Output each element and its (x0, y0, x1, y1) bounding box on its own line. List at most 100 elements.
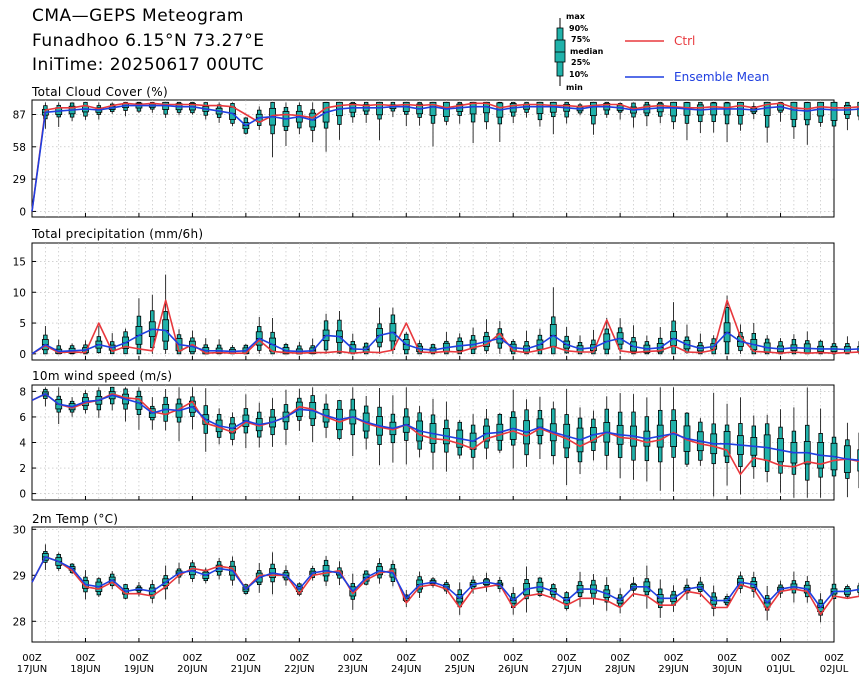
ensemble-box (175, 387, 183, 442)
ensemble-box (442, 101, 450, 126)
panel-title: Total Cloud Cover (%) (31, 85, 168, 99)
panel-4: 2m Temp (°C) 28 29 30 (13, 512, 859, 643)
y-tick-label: 58 (13, 142, 26, 154)
x-tick-hour-label: 00Z (557, 653, 577, 664)
x-tick-hour-label: 00Z (503, 653, 523, 664)
x-tick-hour-label: 00Z (183, 653, 203, 664)
ensemble-mean-line (31, 104, 859, 212)
panel-3: 10m wind speed (m/s) 0 2 4 6 8 (19, 369, 859, 501)
ensemble-box (269, 101, 277, 158)
ensemble-box (777, 338, 784, 355)
x-tick-date-label: 29JUN (658, 664, 688, 675)
x-tick-date-label: 21JUN (231, 664, 261, 675)
quartile-box (429, 101, 437, 116)
ensemble-box (616, 318, 624, 354)
x-tick-date-label: 18JUN (70, 664, 100, 675)
y-tick-label: 5 (19, 318, 26, 330)
quartile-box (469, 101, 477, 115)
x-tick-date-label: 25JUN (444, 664, 474, 675)
legend-box-label: 90% (569, 24, 588, 33)
ensemble-box (295, 102, 303, 135)
x-tick-hour-label: 00Z (22, 653, 42, 664)
ensemble-box (630, 102, 637, 128)
legend: max 90% 75% median 25% 10% min Ctrl Ensemble Mea… (554, 12, 769, 92)
ensemble-box (41, 387, 49, 407)
ensemble-box (469, 327, 477, 355)
legend-quartile-box (554, 39, 566, 63)
ctrl-line (31, 299, 859, 355)
panel-2: Total precipitation (mm/6h) 0 5 10 15 (13, 227, 859, 361)
ensemble-box (41, 326, 49, 355)
legend-box-label: median (570, 47, 604, 56)
legend-box-label: max (566, 12, 586, 21)
x-tick-hour-label: 00Z (664, 653, 684, 664)
x-tick-hour-label: 00Z (396, 653, 416, 664)
x-tick-date-label: 27JUN (551, 664, 581, 675)
ensemble-box (389, 101, 397, 118)
ensemble-box (122, 387, 129, 422)
ensemble-box (349, 333, 357, 355)
y-tick-label: 10 (13, 287, 26, 299)
y-tick-label: 15 (13, 256, 26, 268)
x-tick-hour-label: 00Z (450, 653, 470, 664)
ensemble-box (55, 387, 63, 425)
ensemble-box (376, 307, 383, 354)
legend-mean-label: Ensemble Mean (674, 70, 769, 84)
ensemble-box (322, 313, 330, 354)
x-tick-hour-label: 00Z (236, 653, 256, 664)
x-tick-hour-label: 00Z (771, 653, 791, 664)
x-tick-hour-label: 00Z (76, 653, 96, 664)
x-tick-date-label: 22JUN (284, 664, 314, 675)
init-time: IniTime: 20250617 00UTC (32, 55, 265, 75)
y-tick-label: 29 (13, 174, 26, 186)
x-tick-date-label: 28JUN (605, 664, 635, 675)
ensemble-box (830, 341, 838, 355)
ensemble-box (108, 386, 116, 411)
x-tick-hour-label: 00Z (129, 653, 149, 664)
quartile-box (590, 101, 597, 117)
ensemble-box (68, 102, 76, 122)
quartile-box (830, 101, 838, 121)
station-location: Funadhoo 6.15°N 73.27°E (32, 31, 265, 51)
ensemble-box (95, 102, 103, 120)
y-tick-label: 87 (13, 109, 26, 121)
ensemble-mean-line (31, 393, 859, 462)
y-tick-label: 0 (19, 349, 26, 361)
ctrl-line (31, 102, 859, 212)
ensemble-mean-line (31, 556, 859, 609)
y-tick-label: 28 (13, 616, 26, 628)
ensemble-box (843, 336, 851, 355)
y-tick-label: 30 (13, 524, 26, 536)
ctrl-line (31, 556, 859, 616)
ensemble-box (817, 408, 825, 498)
ensemble-box (483, 319, 490, 354)
ensemble-box (696, 333, 704, 355)
ensemble-box (429, 101, 437, 147)
x-tick-date-label: 19JUN (124, 664, 154, 675)
panel-title: 10m wind speed (m/s) (32, 369, 172, 383)
x-tick-date-label: 23JUN (338, 664, 368, 675)
y-tick-label: 2 (19, 463, 26, 475)
ensemble-box (135, 387, 143, 430)
y-tick-label: 6 (19, 412, 26, 424)
ensemble-box (269, 318, 277, 355)
ensemble-box (442, 332, 450, 355)
ensemble-box (763, 335, 771, 355)
x-tick-hour-label: 00Z (824, 653, 844, 664)
ensemble-box (817, 339, 825, 355)
ensemble-box (336, 310, 343, 354)
ensemble-box (309, 387, 317, 443)
legend-box-label: 10% (569, 70, 588, 79)
y-tick-label: 4 (19, 438, 26, 450)
x-tick-date-label: 17JUN (17, 664, 47, 675)
y-tick-label: 8 (19, 386, 26, 398)
ensemble-box (683, 324, 691, 354)
quartile-box (536, 101, 544, 114)
ensemble-box (777, 101, 784, 122)
x-tick-hour-label: 00Z (717, 653, 737, 664)
x-tick-date-label: 30JUN (712, 664, 742, 675)
ensemble-box (469, 101, 477, 144)
ensemble-box (135, 298, 143, 355)
y-tick-label: 0 (19, 206, 26, 218)
